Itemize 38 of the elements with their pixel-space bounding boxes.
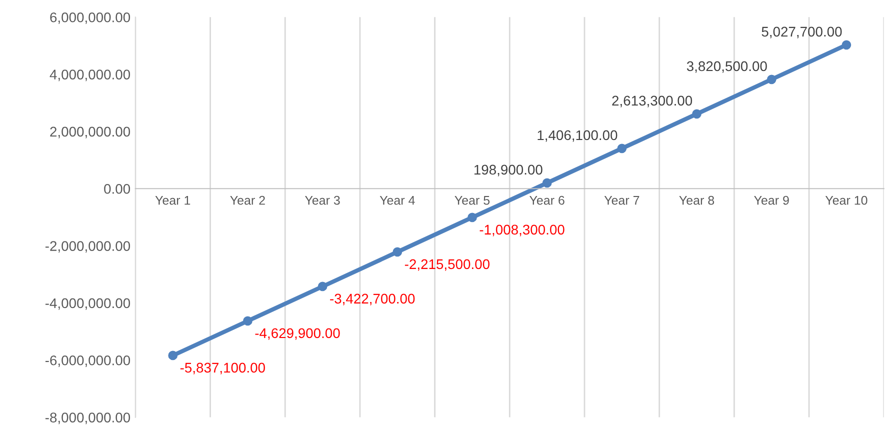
point [243,316,252,326]
y-tick-label: -8,000,000.00 [45,412,130,424]
x-tick-label: Year 2 [230,196,265,205]
data-label: -5,837,100.00 [180,362,265,374]
point [617,144,627,154]
point [542,178,552,188]
x-tick-label: Year 8 [679,196,714,205]
point [692,109,702,119]
x-tick-label: Year 6 [530,196,564,205]
data-label: -3,422,700.00 [330,294,415,306]
data-label: -1,008,300.00 [480,224,564,236]
data-label: 2,613,300.00 [612,96,692,108]
x-tick-label: Year 1 [155,196,190,205]
point [392,247,402,257]
y-tick-label: -2,000,000.00 [45,241,130,253]
x-tick-label: Year 10 [825,196,868,205]
data-label: 3,820,500.00 [686,61,767,73]
y-tick-label: -6,000,000.00 [45,355,130,367]
y-tick-label: 6,000,000.00 [50,12,130,24]
x-tick-label: Year 3 [304,196,340,205]
y-tick-label: 0.00 [104,184,130,194]
y-tick-label: 4,000,000.00 [50,70,130,82]
data-label: 5,027,700.00 [762,26,842,38]
x-tick-label: Year 4 [380,196,415,205]
point [842,40,852,50]
x-tick-label: Year 9 [754,196,789,205]
point [468,212,477,222]
x-tick-label: Year 7 [604,196,640,205]
data-label: 1,406,100.00 [538,130,618,142]
y-tick-label: -4,000,000.00 [45,298,130,310]
x-tick-label: Year 5 [454,196,490,205]
point [168,350,178,360]
point [766,74,776,84]
point [318,282,328,292]
y-tick-label: 2,000,000.00 [50,126,130,138]
data-label: 198,900.00 [474,164,542,176]
data-label: -2,215,500.00 [404,259,490,271]
data-label: -4,629,900.00 [255,328,340,340]
